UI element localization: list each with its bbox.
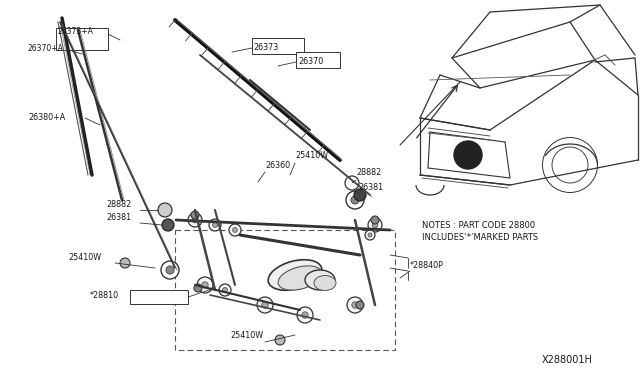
Text: X288001H: X288001H <box>542 355 593 365</box>
Ellipse shape <box>278 266 322 290</box>
Text: 26381: 26381 <box>106 213 131 222</box>
Text: *28810: *28810 <box>90 291 119 300</box>
Circle shape <box>356 301 364 309</box>
Text: 26381: 26381 <box>358 183 383 192</box>
Circle shape <box>302 312 308 318</box>
Text: 25410W: 25410W <box>230 331 263 340</box>
Text: 26373: 26373 <box>253 43 278 52</box>
Circle shape <box>194 284 202 292</box>
Bar <box>130 290 188 304</box>
Ellipse shape <box>268 260 322 290</box>
Circle shape <box>365 230 375 240</box>
Text: NOTES : PART CODE 28800: NOTES : PART CODE 28800 <box>422 221 535 230</box>
Circle shape <box>454 141 482 169</box>
Text: 26370+A: 26370+A <box>28 44 64 53</box>
Circle shape <box>166 266 174 274</box>
Circle shape <box>212 222 218 227</box>
Circle shape <box>120 258 130 268</box>
Text: *28840P: *28840P <box>410 261 444 270</box>
Circle shape <box>345 176 359 190</box>
Circle shape <box>372 222 378 228</box>
Circle shape <box>158 203 172 217</box>
Circle shape <box>352 302 358 308</box>
Ellipse shape <box>314 276 336 291</box>
Circle shape <box>188 213 202 227</box>
Circle shape <box>354 189 366 201</box>
Bar <box>56 28 108 50</box>
Text: 26360: 26360 <box>265 161 290 170</box>
Bar <box>296 52 340 68</box>
Text: 25410W: 25410W <box>68 253 101 262</box>
Circle shape <box>219 284 231 296</box>
Circle shape <box>257 297 273 313</box>
Circle shape <box>351 196 359 204</box>
Circle shape <box>275 335 285 345</box>
Bar <box>252 38 304 54</box>
Text: INCLUDES‘*’MARKED PARTS: INCLUDES‘*’MARKED PARTS <box>422 233 538 242</box>
Circle shape <box>162 219 174 231</box>
Text: 25410W: 25410W <box>295 151 328 160</box>
Circle shape <box>209 219 221 231</box>
Circle shape <box>197 277 213 293</box>
Circle shape <box>368 233 372 237</box>
Circle shape <box>262 302 268 308</box>
Circle shape <box>161 261 179 279</box>
Text: 28882: 28882 <box>106 200 131 209</box>
Circle shape <box>368 218 382 232</box>
Circle shape <box>552 147 588 183</box>
Circle shape <box>191 211 199 219</box>
Circle shape <box>346 191 364 209</box>
Circle shape <box>202 282 208 288</box>
Circle shape <box>223 288 227 292</box>
Text: 26380+A: 26380+A <box>28 113 65 122</box>
Text: 28882: 28882 <box>356 168 381 177</box>
Text: 26373+A: 26373+A <box>58 27 94 36</box>
Circle shape <box>347 297 363 313</box>
Circle shape <box>232 228 237 232</box>
Bar <box>175 230 395 350</box>
Text: 26370: 26370 <box>298 57 323 66</box>
Circle shape <box>192 217 198 223</box>
Circle shape <box>229 224 241 236</box>
Circle shape <box>297 307 313 323</box>
Circle shape <box>371 216 379 224</box>
Ellipse shape <box>305 270 335 290</box>
